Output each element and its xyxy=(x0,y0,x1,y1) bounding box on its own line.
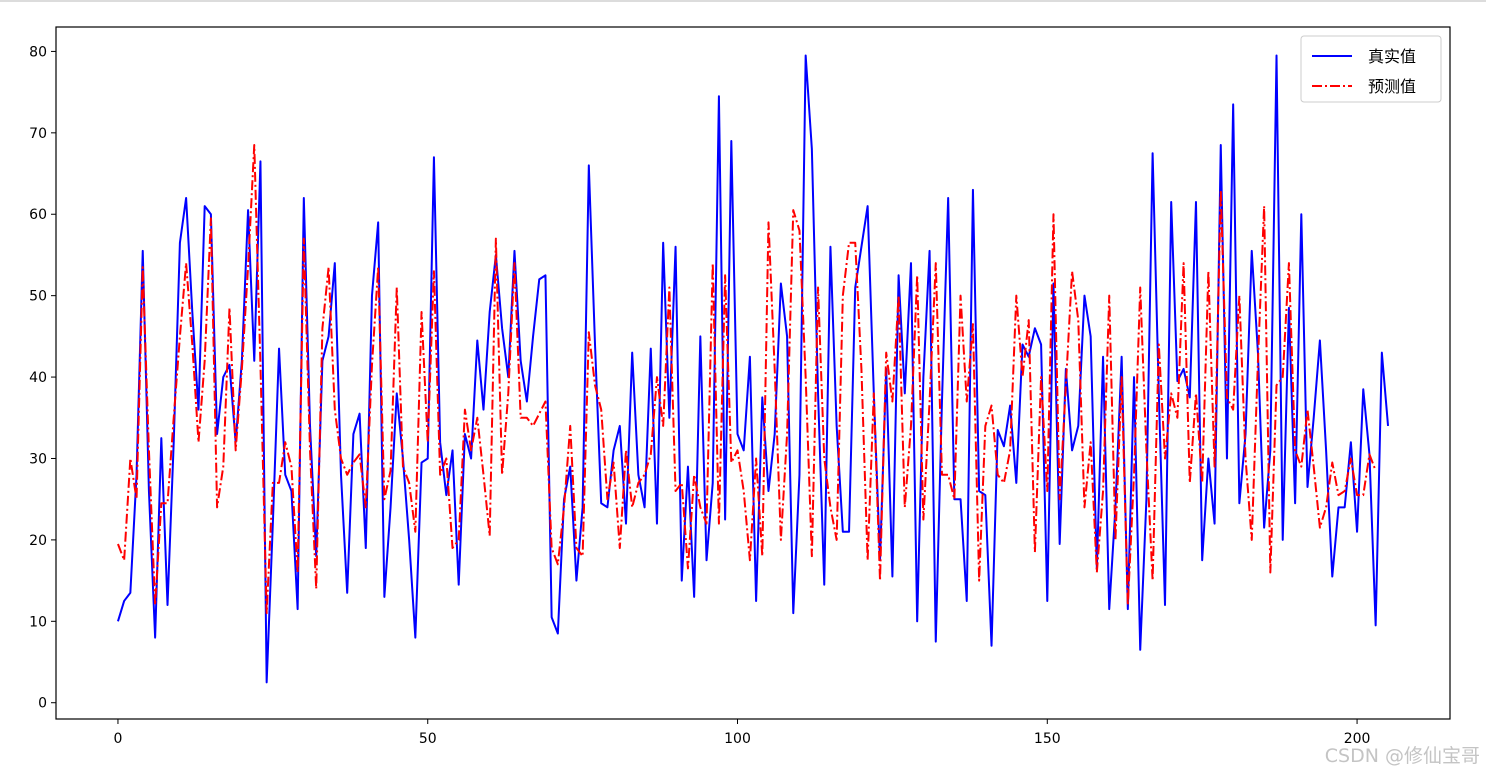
y-tick-label: 50 xyxy=(29,289,47,305)
legend: 真实值 预测值 xyxy=(1300,35,1442,103)
x-tick-label: 150 xyxy=(1034,731,1061,747)
plot-frame xyxy=(55,26,1451,720)
y-tick-label: 80 xyxy=(29,44,47,60)
y-tick-label: 10 xyxy=(29,614,47,630)
x-tick-label: 50 xyxy=(419,731,437,747)
top-divider xyxy=(0,0,1486,2)
y-tick-label: 70 xyxy=(29,126,47,142)
legend-label-series-2: 预测值 xyxy=(1368,77,1416,96)
y-tick-label: 60 xyxy=(29,207,47,223)
y-tick-label: 20 xyxy=(29,533,47,549)
x-axis: 0 50 100 150 200 xyxy=(113,719,1370,747)
x-tick-label: 0 xyxy=(113,731,122,747)
y-axis: 0 10 20 30 40 50 60 70 80 xyxy=(29,44,56,712)
y-tick-label: 40 xyxy=(29,370,47,386)
series-layer xyxy=(117,54,1390,684)
y-tick-label: 0 xyxy=(38,696,47,712)
watermark: CSDN @修仙宝哥 xyxy=(1324,745,1480,767)
x-tick-label: 200 xyxy=(1344,731,1371,747)
series-line-1 xyxy=(117,54,1390,684)
x-tick-label: 100 xyxy=(724,731,751,747)
series-line-2 xyxy=(117,144,1377,615)
legend-label-series-1: 真实值 xyxy=(1368,47,1416,66)
y-tick-label: 30 xyxy=(29,451,47,467)
